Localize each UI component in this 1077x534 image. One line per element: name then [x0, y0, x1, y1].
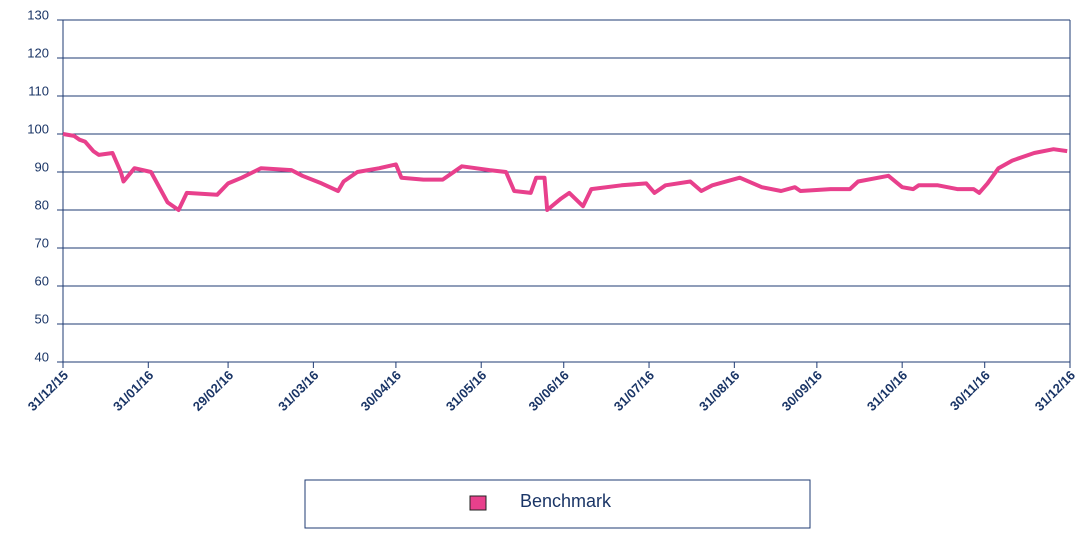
y-tick-label: 60	[35, 273, 49, 288]
y-tick-label: 110	[28, 83, 49, 98]
legend-label: Benchmark	[520, 491, 612, 511]
y-tick-label: 120	[27, 45, 49, 60]
x-tick-label: 31/03/16	[275, 368, 321, 414]
x-tick-label: 29/02/16	[190, 368, 236, 414]
x-tick-label: 31/05/16	[443, 368, 489, 414]
legend-swatch	[469, 495, 487, 511]
x-tick-label: 31/08/16	[696, 368, 742, 414]
series-line	[62, 132, 1068, 212]
y-tick-label: 50	[35, 311, 49, 326]
y-tick-label: 100	[27, 121, 49, 136]
x-tick-label: 31/10/16	[864, 368, 910, 414]
x-tick-label: 31/07/16	[611, 368, 657, 414]
y-tick-label: 40	[35, 349, 49, 364]
y-tick-label: 70	[35, 235, 49, 250]
x-tick-label: 31/12/15	[25, 368, 71, 414]
x-tick-label: 30/11/16	[947, 368, 993, 414]
y-tick-label: 130	[27, 7, 49, 22]
x-tick-label: 31/01/16	[110, 368, 156, 414]
y-tick-label: 80	[35, 197, 49, 212]
x-tick-label: 30/09/16	[779, 368, 825, 414]
x-tick-label: 31/12/16	[1032, 368, 1077, 414]
legend-box	[304, 479, 811, 529]
y-tick-label: 90	[35, 159, 49, 174]
x-tick-label: 30/04/16	[358, 368, 404, 414]
x-tick-label: 30/06/16	[525, 368, 571, 414]
